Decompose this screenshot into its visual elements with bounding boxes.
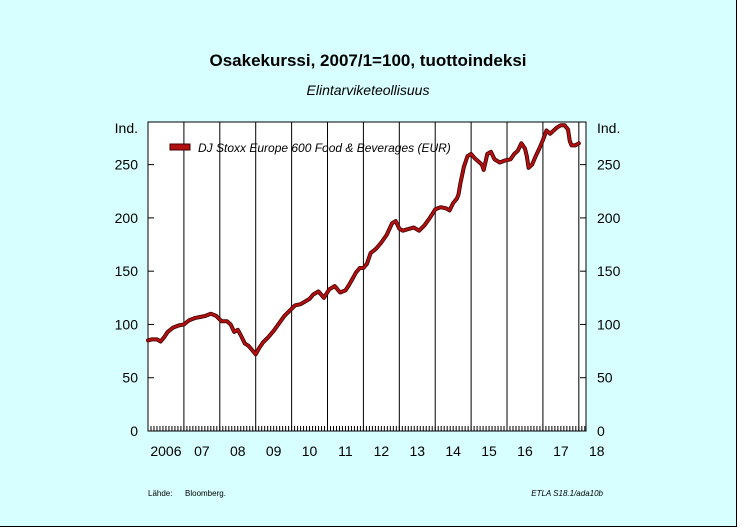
x-tick-label: 08 bbox=[230, 443, 246, 459]
x-axis-labels: 2006 07 08 09 10 11 12 13 14 15 16 17 18 bbox=[150, 443, 604, 459]
y-tick-label-left: 0 bbox=[130, 423, 138, 439]
y-tick-label-right: 200 bbox=[597, 210, 621, 226]
y-tick-label-left: 150 bbox=[115, 263, 139, 279]
chart-code: ETLA S18.1/ada10b bbox=[531, 489, 603, 498]
source-name: Bloomberg. bbox=[185, 489, 226, 498]
x-tick-label: 14 bbox=[445, 443, 461, 459]
chart-title: Osakekurssi, 2007/1=100, tuottoindeksi bbox=[209, 51, 526, 70]
y-tick-label-right: 150 bbox=[597, 263, 621, 279]
vertical-gridlines bbox=[183, 122, 580, 431]
y-tick-label-right: 50 bbox=[597, 370, 613, 386]
x-tick-label: 18 bbox=[589, 443, 605, 459]
minor-x-ticks bbox=[147, 426, 586, 431]
series-layer bbox=[146, 123, 581, 357]
x-tick-label: 11 bbox=[338, 443, 353, 459]
x-tick-label: 10 bbox=[302, 443, 318, 459]
chart-subtitle: Elintarviketeollisuus bbox=[307, 82, 430, 98]
x-tick-label: 07 bbox=[194, 443, 210, 459]
plot-area bbox=[147, 121, 587, 432]
x-tick-label: 09 bbox=[266, 443, 282, 459]
y-tick-label-right: 0 bbox=[597, 423, 605, 439]
legend-swatch bbox=[169, 143, 191, 151]
y-tick-label-left: 200 bbox=[115, 210, 139, 226]
x-tick-label: 15 bbox=[481, 443, 497, 459]
series-line bbox=[146, 123, 580, 356]
y-axis-ticks: 0 0 50 50 100 100 150 150 200 200 250 250 bbox=[115, 157, 621, 439]
x-tick-label: 17 bbox=[553, 443, 569, 459]
y-tick-label-left: 100 bbox=[115, 316, 139, 332]
y-axis-unit-left: Ind. bbox=[115, 120, 138, 136]
x-tick-label: 12 bbox=[374, 443, 390, 459]
y-tick-label-right: 100 bbox=[597, 316, 621, 332]
source-label: Lähde: bbox=[148, 489, 172, 498]
y-tick-label-left: 50 bbox=[122, 370, 138, 386]
x-tick-label: 16 bbox=[517, 443, 533, 459]
legend-label: DJ Stoxx Europe 600 Food & Beverages (EU… bbox=[198, 141, 451, 155]
y-tick-label-right: 250 bbox=[597, 157, 621, 173]
y-axis-unit-right: Ind. bbox=[597, 120, 620, 136]
x-tick-label: 2006 bbox=[150, 443, 181, 459]
legend: DJ Stoxx Europe 600 Food & Beverages (EU… bbox=[169, 141, 451, 155]
y-tick-label-left: 250 bbox=[115, 157, 139, 173]
x-tick-label: 13 bbox=[409, 443, 425, 459]
